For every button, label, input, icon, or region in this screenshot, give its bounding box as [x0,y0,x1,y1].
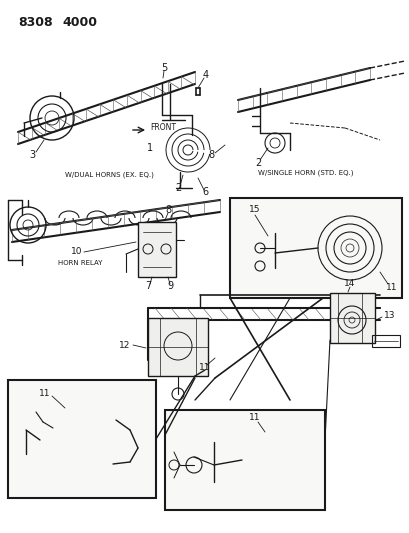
Text: 8308: 8308 [18,15,52,28]
Text: 11: 11 [199,364,210,373]
Text: 2: 2 [175,183,181,193]
Text: 3: 3 [29,150,35,160]
Text: 8: 8 [208,150,214,160]
Bar [371,335,399,347]
Text: 12: 12 [118,341,130,350]
Text: 9: 9 [166,281,173,291]
Text: 1: 1 [146,143,153,153]
Bar [229,198,401,298]
Bar [8,380,155,498]
Text: 4000: 4000 [62,15,97,28]
Bar [148,318,207,376]
Text: 15: 15 [249,206,260,214]
Text: 13: 13 [383,311,395,319]
Text: 11: 11 [385,284,397,293]
Bar [164,410,324,510]
Text: 2: 2 [254,158,261,168]
Bar [329,293,374,343]
Text: 10: 10 [70,247,82,256]
Text: 11: 11 [39,389,51,398]
Text: 7: 7 [144,281,151,291]
Bar [138,222,175,277]
Text: 5: 5 [160,63,167,73]
Text: FRONT: FRONT [150,123,175,132]
Text: 11: 11 [249,414,260,423]
Text: 8: 8 [164,205,171,215]
Text: W/SINGLE HORN (STD. EQ.): W/SINGLE HORN (STD. EQ.) [257,169,353,176]
Text: 4: 4 [202,70,209,80]
Text: 14: 14 [344,279,355,287]
Text: W/DUAL HORNS (EX. EQ.): W/DUAL HORNS (EX. EQ.) [65,172,153,178]
Text: HORN RELAY: HORN RELAY [58,260,102,266]
Text: 6: 6 [202,187,207,197]
